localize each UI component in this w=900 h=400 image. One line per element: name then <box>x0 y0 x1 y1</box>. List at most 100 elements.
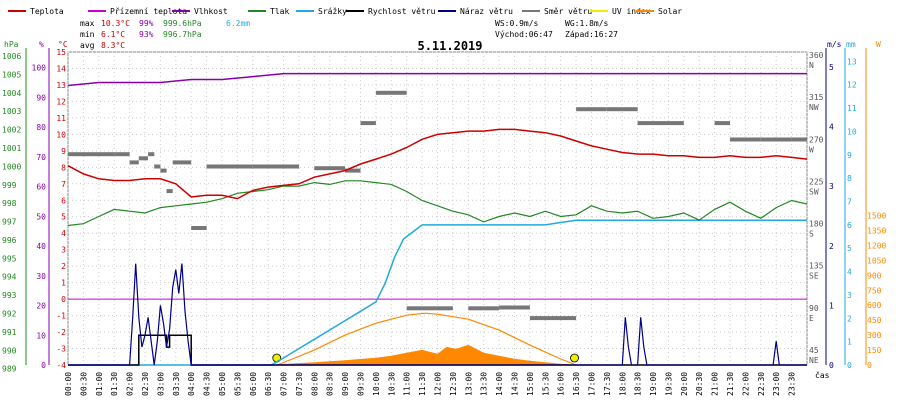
axis-tick-ms: 2 <box>829 242 834 251</box>
axis-tick-celsius: 10 <box>56 130 66 139</box>
series-wind-direction-point <box>129 160 139 165</box>
axis-tick-mm: 2 <box>847 314 852 323</box>
x-tick-label: 02:00 <box>126 372 135 396</box>
x-tick-label: 17:30 <box>603 372 612 396</box>
x-tick-label: 09:00 <box>341 372 350 396</box>
stat-wind-gust: WG:1.8m/s <box>565 19 609 28</box>
x-tick-label: 11:30 <box>418 372 427 396</box>
x-tick-label: 19:00 <box>649 372 658 396</box>
series-wind-direction-point <box>166 189 173 194</box>
x-tick-label: 04:30 <box>203 372 212 396</box>
axis-tick-percent: 20 <box>36 302 46 311</box>
x-tick-label: 19:30 <box>664 372 673 396</box>
x-tick-label: 15:30 <box>541 372 550 396</box>
series-wind-direction-point <box>160 168 167 173</box>
stat-min-press: 996.7hPa <box>163 30 202 39</box>
axis-tick-solar: 450 <box>867 316 882 325</box>
axis-tick-hpa: 996 <box>2 236 17 245</box>
x-tick-label: 12:30 <box>449 372 458 396</box>
x-tick-label: 00:00 <box>64 372 73 396</box>
axis-unit-w: W <box>876 40 881 49</box>
axis-tick-celsius: 6 <box>61 196 66 205</box>
stat-min-temp: 6.1°C <box>101 30 125 39</box>
axis-tick-direction-compass: N <box>809 61 814 70</box>
axis-tick-solar: 750 <box>867 286 882 295</box>
axis-tick-ms: 1 <box>829 301 834 310</box>
axis-tick-celsius: -2 <box>56 328 66 337</box>
axis-tick-solar: 300 <box>867 331 882 340</box>
axis-tick-celsius: 14 <box>56 64 66 73</box>
axis-unit-percent: % <box>39 40 44 49</box>
axis-tick-celsius: 4 <box>61 229 66 238</box>
x-tick-label: 08:30 <box>326 372 335 396</box>
axis-tick-direction-compass: S <box>809 230 814 239</box>
x-axis-label: čas <box>815 370 830 380</box>
stat-sunrise: Východ:06:47 <box>495 30 553 39</box>
plot-frame <box>67 51 808 366</box>
axis-tick-mm: 9 <box>847 151 852 160</box>
axis-unit-hpa: hPa <box>4 40 19 49</box>
x-tick-label: 06:00 <box>249 372 258 396</box>
axis-tick-hpa: 992 <box>2 310 17 319</box>
series-wind-direction-point <box>576 107 598 112</box>
x-tick-label: 13:30 <box>480 372 489 396</box>
axis-tick-percent: 50 <box>36 212 46 221</box>
axis-tick-mm: 8 <box>847 174 852 183</box>
series-wind-direction-point <box>730 137 761 142</box>
x-tick-label: 07:00 <box>280 372 289 396</box>
x-tick-label: 05:00 <box>218 372 227 396</box>
axis-tick-celsius: 0 <box>61 295 66 304</box>
series-wind-gust-line <box>68 263 807 366</box>
x-tick-label: 00:30 <box>79 372 88 396</box>
axis-tick-celsius: 5 <box>61 213 66 222</box>
axis-tick-solar: 900 <box>867 271 882 280</box>
axis-tick-percent: 30 <box>36 272 46 281</box>
x-tick-label: 08:00 <box>310 372 319 396</box>
axis-tick-hpa: 998 <box>2 199 17 208</box>
axis-tick-celsius: 7 <box>61 180 66 189</box>
stat-avg-temp: 8.3°C <box>101 41 125 50</box>
x-tick-label: 11:00 <box>403 372 412 396</box>
axis-tick-solar: 600 <box>867 301 882 310</box>
x-tick-label: 20:00 <box>680 372 689 396</box>
x-tick-label: 01:30 <box>110 372 119 396</box>
axis-tick-direction-compass: W <box>809 145 814 154</box>
axis-tick-direction-degrees: 225 <box>809 177 824 186</box>
axis-tick-direction-degrees: 45 <box>809 346 819 355</box>
legend-label: Solar <box>658 7 682 16</box>
series-solar-area <box>277 344 577 366</box>
axis-tick-percent: 90 <box>36 93 46 102</box>
x-tick-label: 07:30 <box>295 372 304 396</box>
axis-tick-mm: 11 <box>847 104 857 113</box>
axis-tick-hpa: 995 <box>2 254 17 263</box>
axis-tick-hpa: 1000 <box>2 162 21 171</box>
x-tick-label: 14:00 <box>495 372 504 396</box>
axis-tick-hpa: 991 <box>2 328 17 337</box>
legend-label: Srážky <box>318 7 347 16</box>
x-tick-label: 18:00 <box>618 372 627 396</box>
axis-tick-direction-compass: E <box>809 314 814 323</box>
x-tick-label: 16:30 <box>572 372 581 396</box>
axis-tick-celsius: 12 <box>56 97 66 106</box>
axis-tick-celsius: 3 <box>61 246 66 255</box>
series-solar-theoretical <box>277 312 577 366</box>
axis-tick-celsius: 2 <box>61 262 66 271</box>
series-wind-direction-point <box>375 90 407 95</box>
axis-tick-celsius: -1 <box>56 312 66 321</box>
axis-tick-hpa: 1005 <box>2 70 21 79</box>
series-wind-direction-point <box>468 306 500 311</box>
stats-box: max 10.3°C 99% 999.6hPa 6.2mm min 6.1°C … <box>80 19 618 50</box>
x-tick-label: 17:00 <box>587 372 596 396</box>
stat-max-rain: 6.2mm <box>226 19 250 28</box>
axis-tick-celsius: 1 <box>61 279 66 288</box>
axis-tick-hpa: 999 <box>2 181 17 190</box>
axis-tick-celsius: 9 <box>61 147 66 156</box>
axis-tick-percent: 0 <box>41 361 46 370</box>
x-tick-label: 10:00 <box>372 372 381 396</box>
stat-wind-speed: WS:0.9m/s <box>495 19 539 28</box>
axis-tick-hpa: 997 <box>2 218 17 227</box>
x-tick-label: 05:30 <box>233 372 242 396</box>
axis-tick-mm: 4 <box>847 268 852 277</box>
axis-tick-celsius: 13 <box>56 81 66 90</box>
series-wind-direction-point <box>138 156 148 161</box>
